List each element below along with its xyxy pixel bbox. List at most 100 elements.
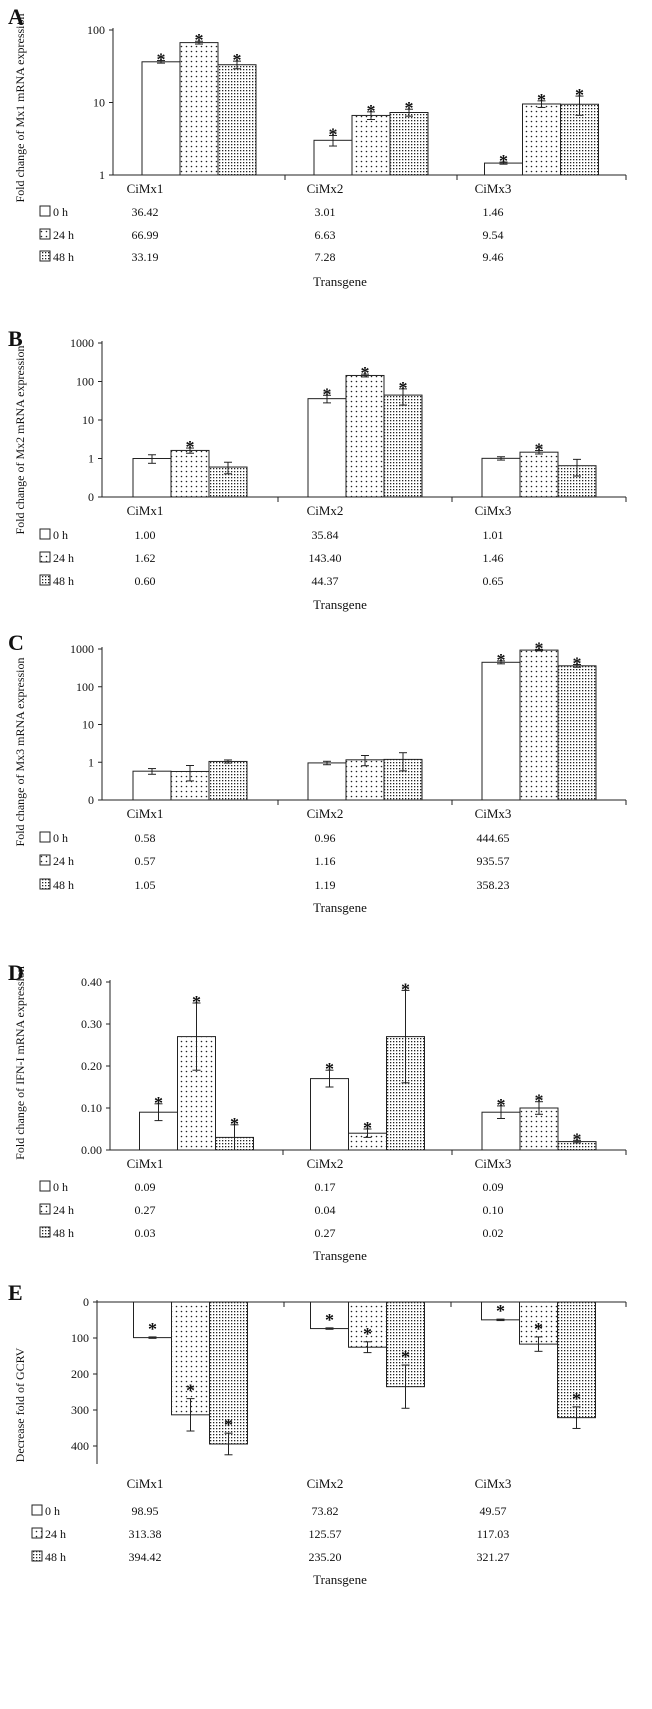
data-table-value: 1.01 (483, 528, 504, 542)
data-table-value: 0.04 (315, 1203, 336, 1217)
significance-star: * (401, 979, 410, 999)
category-label: CiMx3 (475, 503, 512, 518)
data-table-value: 3.01 (315, 205, 336, 219)
legend-label: 48 h (53, 878, 74, 892)
x-axis-label: Transgene (313, 1572, 367, 1587)
y-tick-label: 0 (83, 1295, 89, 1309)
data-table-value: 0.58 (135, 831, 156, 845)
y-axis-label: Fold change of IFN-I mRNA expression (13, 966, 27, 1160)
significance-star: * (230, 1114, 239, 1134)
x-axis-label: Transgene (313, 1248, 367, 1263)
y-tick-label: 400 (71, 1439, 89, 1453)
category-label: CiMx2 (307, 1156, 344, 1171)
data-table-value: 0.27 (315, 1226, 336, 1240)
legend-label: 48 h (53, 1226, 74, 1240)
data-table-value: 444.65 (477, 831, 510, 845)
y-tick-label: 100 (76, 375, 94, 389)
legend-label: 24 h (53, 854, 74, 868)
data-table-value: 235.20 (309, 1550, 342, 1564)
y-axis-label: Fold change of Mx1 mRNA expression (13, 14, 27, 203)
data-table-value: 935.57 (477, 854, 510, 868)
data-table-value: 358.23 (477, 878, 510, 892)
bar (132, 458, 172, 498)
y-tick-label: 0.40 (81, 975, 102, 989)
significance-star: * (361, 363, 370, 383)
legend-label: 0 h (53, 205, 68, 219)
data-table-value: 36.42 (132, 205, 159, 219)
significance-star: * (325, 1059, 334, 1079)
data-table-value: 313.38 (129, 1527, 162, 1541)
significance-star: * (499, 151, 508, 171)
data-table-value: 125.57 (309, 1527, 342, 1541)
significance-star: * (323, 384, 332, 404)
legend-swatch (39, 1203, 51, 1215)
bar (519, 1107, 559, 1151)
y-tick-label: 100 (76, 680, 94, 694)
bar (557, 465, 597, 498)
category-label: CiMx3 (475, 1476, 512, 1491)
y-tick-label: 10 (82, 718, 94, 732)
y-tick-label: 1000 (70, 336, 94, 350)
bar (389, 111, 429, 176)
data-table-value: 1.19 (315, 878, 336, 892)
bar (481, 457, 521, 498)
significance-star: * (154, 1093, 163, 1113)
panel-letter: B (8, 326, 23, 351)
category-label: CiMx2 (307, 806, 344, 821)
category-label: CiMx1 (127, 1476, 164, 1491)
bar (133, 1301, 172, 1339)
bar (217, 64, 257, 176)
legend-label: 0 h (53, 831, 68, 845)
significance-star: * (537, 90, 546, 110)
data-table-value: 49.57 (480, 1504, 507, 1518)
category-label: CiMx1 (127, 181, 164, 196)
legend-label: 48 h (53, 574, 74, 588)
x-axis-label: Transgene (313, 274, 367, 289)
data-table-value: 0.02 (483, 1226, 504, 1240)
legend-label: 24 h (53, 551, 74, 565)
legend-swatch (39, 574, 51, 586)
bar (310, 1078, 349, 1151)
legend-label: 48 h (53, 250, 74, 264)
legend-swatch (39, 854, 51, 866)
significance-star: * (575, 85, 584, 105)
legend-swatch (31, 1504, 43, 1516)
y-tick-label: 10 (93, 96, 105, 110)
y-tick-label: 0.00 (81, 1143, 102, 1157)
legend-swatch (39, 205, 51, 217)
data-table-value: 0.09 (135, 1180, 156, 1194)
bar (560, 103, 599, 176)
significance-star: * (405, 98, 414, 118)
significance-star: * (573, 654, 582, 674)
significance-star: * (401, 1347, 410, 1367)
legend-label: 0 h (45, 1504, 60, 1518)
bar (383, 394, 423, 498)
y-axis-label: Fold change of Mx2 mRNA expression (13, 346, 27, 535)
significance-star: * (186, 437, 195, 457)
legend-swatch (39, 228, 51, 240)
significance-star: * (497, 1095, 506, 1115)
significance-star: * (157, 50, 166, 70)
legend-label: 24 h (53, 1203, 74, 1217)
category-label: CiMx2 (307, 503, 344, 518)
panel-letter: A (8, 4, 24, 29)
x-axis-label: Transgene (313, 900, 367, 915)
significance-star: * (192, 992, 201, 1012)
significance-star: * (535, 440, 544, 460)
bar (170, 449, 210, 498)
significance-star: * (535, 1091, 544, 1111)
legend-swatch (39, 1226, 51, 1238)
significance-star: * (496, 1301, 505, 1321)
data-table-value: 0.17 (315, 1180, 336, 1194)
y-tick-label: 0 (88, 490, 94, 504)
significance-star: * (497, 650, 506, 670)
legend-swatch (39, 250, 51, 262)
significance-star: * (573, 1129, 582, 1149)
category-label: CiMx3 (475, 181, 512, 196)
panel-letter: C (8, 630, 24, 655)
y-tick-label: 1 (88, 452, 94, 466)
bar (519, 649, 559, 801)
